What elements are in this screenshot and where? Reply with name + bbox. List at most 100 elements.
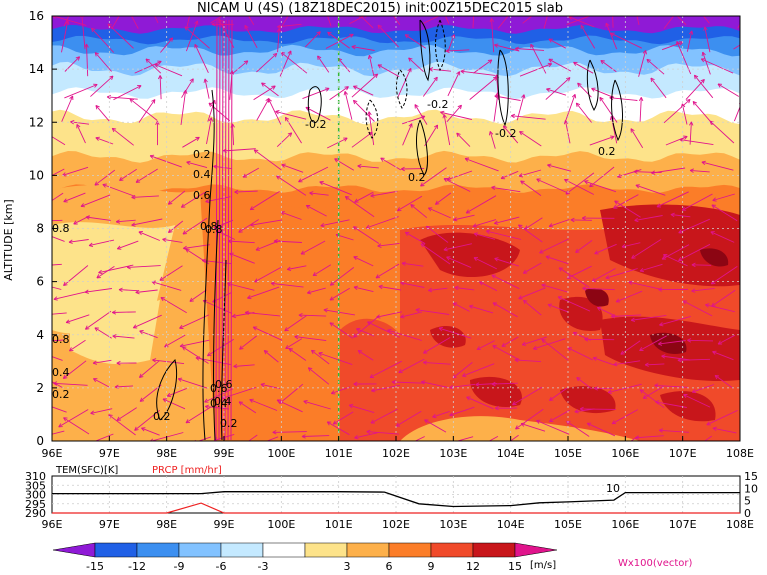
lower-x-tick-label: 106E (611, 518, 639, 531)
lower-y-tick-right: 15 (744, 470, 758, 483)
wind-vector (288, 348, 307, 361)
contour-line (202, 89, 215, 441)
wind-vector (112, 311, 136, 313)
wind-vector (302, 87, 330, 100)
wind-vector-head (633, 0, 637, 4)
wind-vector (329, 322, 354, 339)
wind-vector-head (246, 446, 250, 449)
wind-vector (415, 309, 450, 315)
wind-vector-head (532, 345, 538, 350)
wind-vector-head (357, 350, 363, 355)
lower-x-tick-label: 104E (497, 518, 525, 531)
lower-y-tick-left: 310 (25, 470, 46, 483)
wind-vector (370, 190, 398, 197)
wind-vector (545, 255, 569, 265)
contour-label: 0.4 (210, 397, 228, 410)
wind-vector (131, 195, 159, 198)
wind-vector (631, 314, 667, 321)
wind-vector (659, 315, 691, 326)
wind-vector-head (611, 420, 617, 425)
wind-vector-head (476, 346, 481, 351)
wind-vector (152, 359, 185, 365)
wind-vector (473, 233, 496, 240)
wind-vector-head (545, 255, 550, 260)
wind-vector (319, 181, 352, 196)
wind-vector (134, 409, 160, 431)
wind-vector (279, 50, 292, 77)
wind-vector-head (270, 281, 275, 286)
wind-vector-head (137, 85, 142, 90)
wind-vector (287, 265, 307, 270)
wind-vector-head (449, 412, 454, 417)
wind-vector-head (93, 83, 98, 88)
wind-vector (546, 88, 567, 96)
wind-vector-head (277, 24, 282, 29)
contour-line (611, 79, 624, 142)
wind-vector-head (276, 175, 281, 180)
wind-vector-head (610, 314, 615, 319)
wind-vector (573, 61, 594, 74)
wind-vector (53, 290, 88, 300)
wind-vector (138, 99, 156, 123)
wind-vector (131, 16, 139, 29)
wind-vector-head (494, 257, 499, 262)
wind-vector-head (693, 74, 699, 80)
wind-vector-head (167, 228, 173, 234)
wind-vector-head (194, 43, 199, 49)
wind-vector (118, 289, 138, 292)
wind-vector-head (249, 206, 255, 211)
wind-vector (635, 184, 666, 196)
wind-vector-head (711, 204, 716, 209)
wind-vector-head (195, 136, 200, 141)
wind-vector-head (651, 170, 656, 175)
wind-vector-head (92, 360, 98, 365)
wind-vector (326, 421, 350, 436)
wind-vector-head (548, 38, 553, 43)
wind-vector-head (691, 388, 697, 394)
wind-vector-head (475, 446, 479, 449)
wind-vector-head (491, 274, 496, 279)
wind-vector-head (710, 231, 715, 236)
y-tick-label: 2 (36, 381, 44, 395)
wind-vector (677, 358, 711, 361)
wind-vector-head (208, 117, 214, 122)
wind-vector (184, 26, 210, 49)
wind-vector-head (522, 299, 528, 305)
wind-vector-head (577, 82, 582, 88)
x-tick-label: 106E (611, 447, 639, 460)
wind-vector (420, 167, 447, 187)
wind-vector-head (515, 425, 520, 430)
wind-vector (584, 180, 617, 193)
wind-vector (420, 243, 451, 265)
wind-vector (63, 192, 86, 203)
wind-vector-head (182, 230, 188, 235)
wind-vector-head (582, 286, 587, 291)
wind-vector (518, 287, 546, 300)
contour-label: 0.4 (52, 366, 70, 379)
wind-vector (52, 286, 62, 290)
wind-vector-head (183, 89, 188, 95)
wind-vector-head (539, 249, 544, 254)
colorbar-level-label: -15 (86, 560, 104, 573)
contour-label: 0.2 (598, 145, 616, 158)
wind-vector (712, 193, 735, 201)
wind-vector (679, 139, 714, 146)
wind-vector (331, 386, 351, 394)
contour-line (307, 86, 322, 123)
wind-vector-head (489, 18, 494, 23)
wind-vector (164, 334, 186, 348)
wind-vector-head (157, 60, 162, 65)
wind-vector-head (558, 267, 564, 272)
wind-vector-head (327, 31, 332, 37)
wind-vector-head (452, 302, 458, 307)
wind-vector (119, 168, 137, 181)
wind-vector-head (686, 98, 691, 104)
lower-x-tick-label: 99E (214, 518, 235, 531)
wind-vector-head (457, 104, 462, 110)
wind-vector (514, 359, 542, 363)
wind-vector-head (205, 198, 210, 204)
wind-vector (135, 168, 158, 183)
wind-vector-head (138, 231, 143, 236)
wind-vector (444, 16, 450, 24)
contour-line (213, 219, 219, 441)
